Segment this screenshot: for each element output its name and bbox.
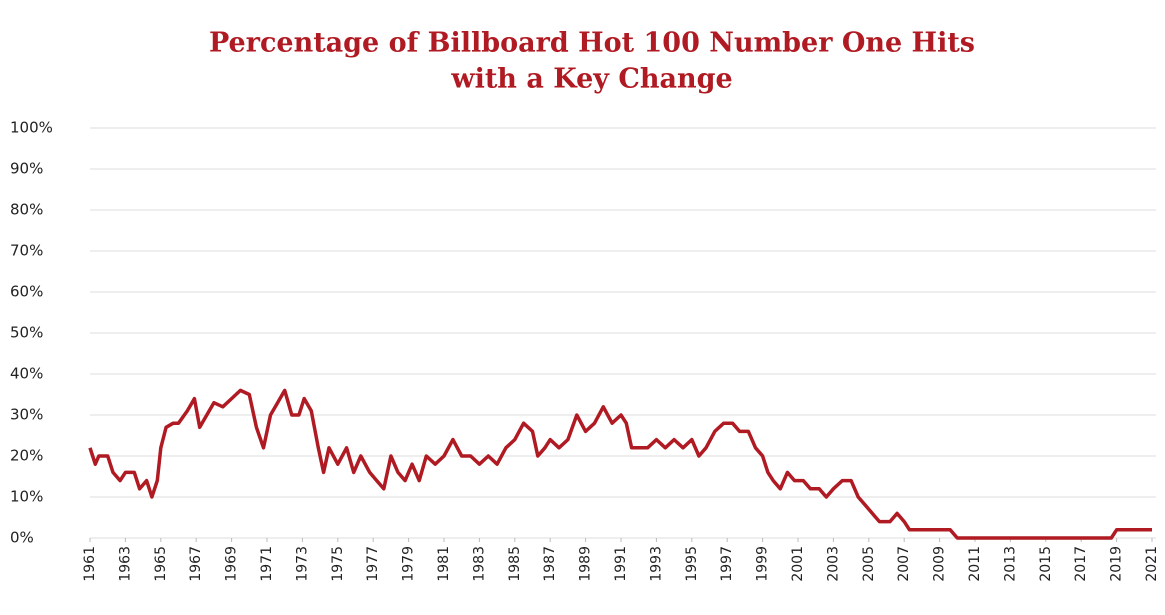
x-tick-label: 1981 bbox=[436, 546, 452, 582]
x-tick-label: 1963 bbox=[117, 546, 133, 582]
y-tick-label: 100% bbox=[10, 119, 53, 137]
x-tick-label: 1969 bbox=[224, 546, 240, 582]
x-tick-label: 1983 bbox=[471, 546, 487, 582]
x-tick-label: 1985 bbox=[507, 546, 523, 582]
y-tick-label: 10% bbox=[10, 488, 43, 506]
x-tick-label: 1967 bbox=[188, 546, 204, 582]
x-tick-label: 2011 bbox=[967, 546, 983, 582]
x-tick-label: 1965 bbox=[153, 546, 169, 582]
y-tick-label: 20% bbox=[10, 447, 43, 465]
x-tick-label: 2017 bbox=[1073, 546, 1089, 582]
x-tick-label: 2003 bbox=[825, 546, 841, 582]
y-tick-label: 40% bbox=[10, 365, 43, 383]
data-line bbox=[88, 388, 1152, 540]
x-tick-label: 1987 bbox=[542, 546, 558, 582]
x-tick-label: 1997 bbox=[719, 546, 735, 582]
chart-title: with a Key Change bbox=[450, 64, 732, 95]
y-tick-label: 50% bbox=[10, 324, 43, 342]
x-tick-label: 1975 bbox=[330, 546, 346, 582]
x-tick-label: 2019 bbox=[1109, 546, 1125, 582]
x-tick-label: 1989 bbox=[578, 546, 594, 582]
x-tick-label: 1971 bbox=[259, 546, 275, 582]
x-tick-label: 2021 bbox=[1144, 546, 1160, 582]
chart-title: Percentage of Billboard Hot 100 Number O… bbox=[209, 28, 975, 59]
y-tick-label: 0% bbox=[10, 529, 34, 547]
x-tick-label: 1977 bbox=[365, 546, 381, 582]
x-tick-label: 2005 bbox=[861, 546, 877, 582]
x-tick-label: 2001 bbox=[790, 546, 806, 582]
x-tick-label: 2013 bbox=[1002, 546, 1018, 582]
y-tick-label: 90% bbox=[10, 160, 43, 178]
y-tick-label: 70% bbox=[10, 242, 43, 260]
x-tick-label: 1961 bbox=[82, 546, 98, 582]
y-tick-label: 60% bbox=[10, 283, 43, 301]
x-tick-label: 1979 bbox=[401, 546, 417, 582]
y-tick-label: 30% bbox=[10, 406, 43, 424]
x-tick-label: 2009 bbox=[932, 546, 948, 582]
x-tick-label: 1991 bbox=[613, 546, 629, 582]
x-tick-label: 2015 bbox=[1038, 546, 1054, 582]
x-tick-label: 1973 bbox=[294, 546, 310, 582]
x-tick-label: 1999 bbox=[755, 546, 771, 582]
y-tick-label: 80% bbox=[10, 201, 43, 219]
x-tick-label: 2007 bbox=[896, 546, 912, 582]
x-tick-label: 1993 bbox=[648, 546, 664, 582]
x-tick-label: 1995 bbox=[684, 546, 700, 582]
